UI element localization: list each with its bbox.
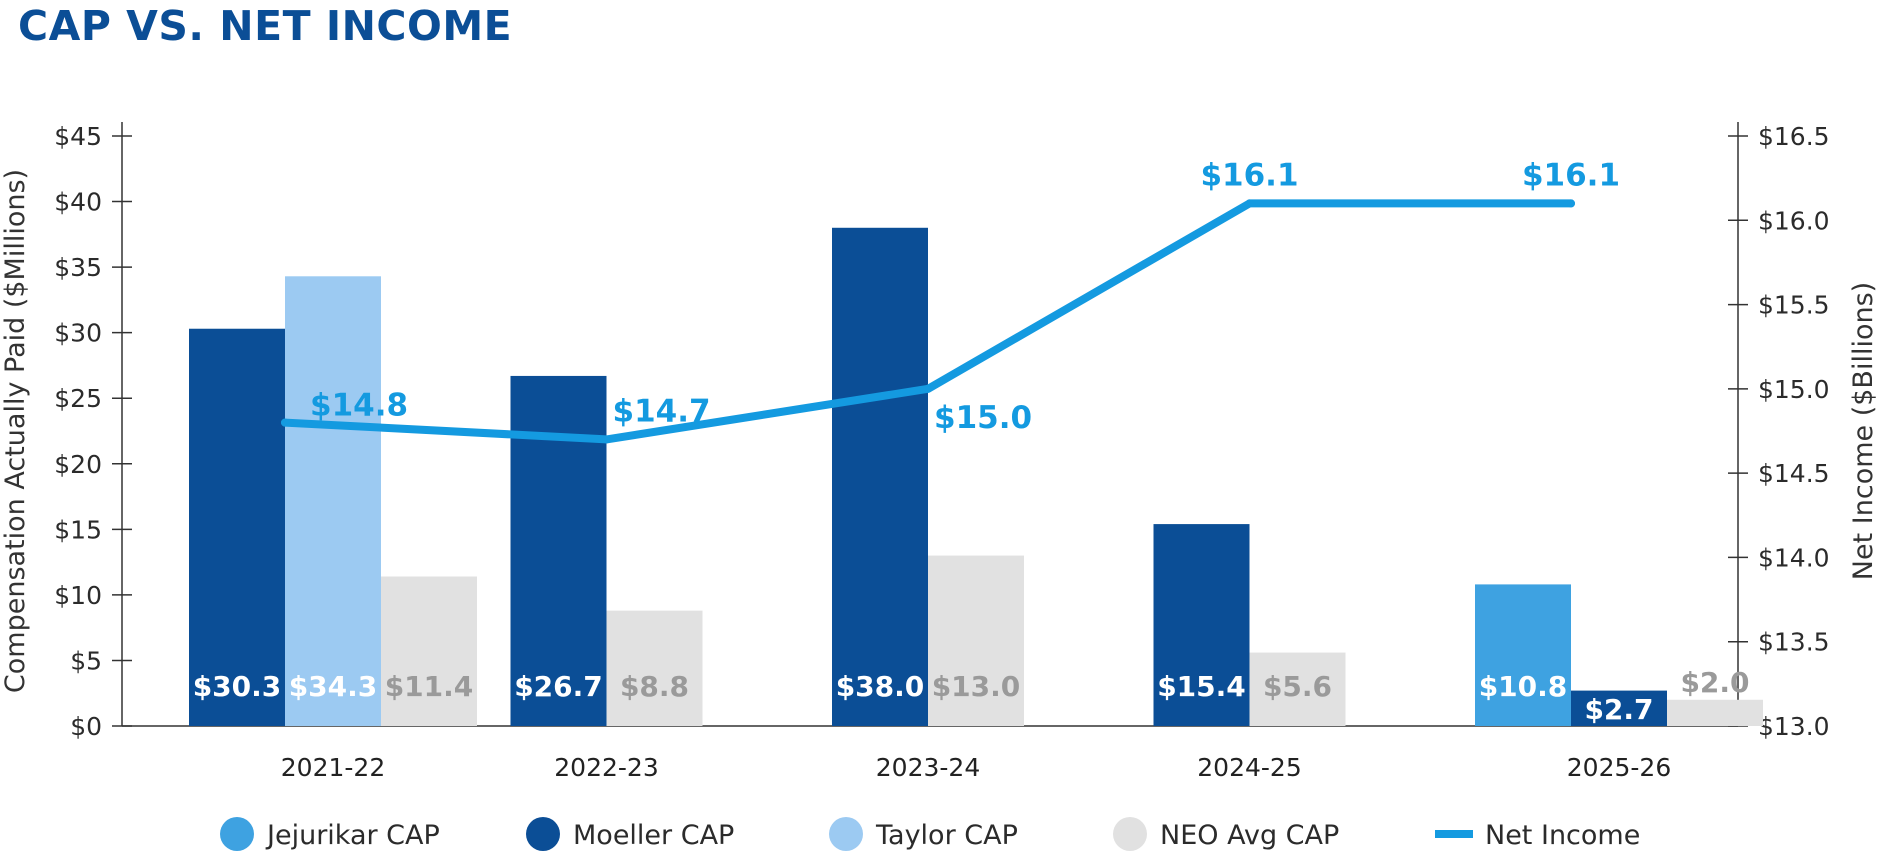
y2-tick-label: $15.0 [1758, 375, 1830, 404]
y2-tick-label: $13.5 [1758, 628, 1830, 657]
y2-tick-label: $14.0 [1758, 543, 1830, 572]
neo-bar [928, 555, 1024, 726]
y-axis-title: Compensation Actually Paid ($Millions) [0, 169, 31, 693]
legend-line-swatch [1435, 830, 1473, 838]
moeller-value-label: $15.4 [1157, 670, 1246, 703]
neo-value-label: $2.0 [1680, 666, 1749, 699]
net-income-value-label: $16.1 [1200, 157, 1298, 193]
y-tick-label: $40 [54, 188, 102, 217]
y-tick-label: $35 [54, 253, 102, 282]
jejurikar-value-label: $10.8 [1479, 670, 1568, 703]
legend-swatch-jejurikar [220, 817, 254, 851]
y2-axis-title: Net Income ($Billions) [1848, 282, 1879, 580]
taylor-bar [285, 276, 381, 726]
x-category-label: 2024-25 [1197, 753, 1301, 782]
taylor-value-label: $34.3 [289, 670, 378, 703]
y2-tick-label: $13.0 [1758, 712, 1830, 741]
net-income-point [924, 384, 932, 393]
moeller-bar [832, 227, 928, 726]
neo-value-label: $11.4 [385, 670, 474, 703]
y2-tick-label: $16.5 [1758, 122, 1830, 151]
neo-value-label: $8.8 [620, 670, 689, 703]
net-income-value-label: $15.0 [934, 400, 1032, 436]
x-category-label: 2021-22 [281, 753, 385, 782]
moeller-value-label: $30.3 [193, 670, 282, 703]
neo-value-label: $5.6 [1263, 670, 1332, 703]
neo-bar [1249, 652, 1346, 726]
legend-swatch-taylor [829, 817, 863, 851]
bars [189, 227, 1763, 726]
moeller-value-label: $2.7 [1584, 693, 1653, 726]
y-tick-label: $45 [54, 122, 102, 151]
net-income-line-group: $14.8 $14.7 $15.0 $16.1 $16.1 [281, 157, 1620, 444]
jejurikar-bar [1475, 584, 1571, 726]
net-income-point [1245, 199, 1254, 208]
y-tick-label: $0 [70, 712, 102, 741]
y-tick-label: $5 [70, 646, 102, 675]
neo-bar [1667, 699, 1763, 726]
neo-value-label: $13.0 [932, 670, 1021, 703]
y-tick-label: $30 [54, 319, 102, 348]
y2-tick-label: $15.5 [1758, 291, 1830, 320]
net-income-point [281, 418, 289, 427]
moeller-value-label: $38.0 [836, 670, 925, 703]
legend-label: Moeller CAP [573, 820, 734, 851]
neo-bar [381, 576, 477, 726]
x-category-label: 2022-23 [554, 753, 658, 782]
moeller-bar [1571, 690, 1667, 726]
y-tick-label: $15 [54, 515, 102, 544]
net-income-point [602, 435, 611, 444]
y2-tick-label: $14.5 [1758, 459, 1830, 488]
legend-swatch-neo [1113, 817, 1147, 851]
net-income-value-label: $16.1 [1522, 157, 1620, 193]
y-tick-label: $20 [54, 450, 102, 479]
net-income-point [1567, 199, 1575, 208]
legend-label: Taylor CAP [875, 820, 1018, 851]
data-labels: 2021-22 $30.3 $34.3 $11.4 2022-23 $26.7 $8.8 20… [193, 666, 1750, 782]
net-income-value-label: $14.7 [613, 393, 711, 429]
legend-label: Net Income [1485, 820, 1640, 851]
legend-swatch-moeller [526, 817, 560, 851]
moeller-bar [189, 328, 285, 726]
moeller-value-label: $26.7 [514, 670, 603, 703]
y-tick-label: $25 [54, 384, 102, 413]
net-income-value-label: $14.8 [310, 388, 408, 424]
y2-tick-label: $16.0 [1758, 206, 1830, 235]
x-category-label: 2023-24 [876, 753, 980, 782]
legend-label: NEO Avg CAP [1160, 820, 1339, 851]
x-category-label: 2025-26 [1567, 753, 1671, 782]
chart-title: CAP VS. NET INCOME [18, 2, 513, 50]
legend-label: Jejurikar CAP [265, 820, 440, 851]
neo-bar [606, 610, 703, 726]
y-tick-label: $10 [54, 581, 102, 610]
moeller-bar [1153, 524, 1250, 726]
legend: Jejurikar CAP Moeller CAP Taylor CAP NEO Av… [220, 817, 1640, 851]
